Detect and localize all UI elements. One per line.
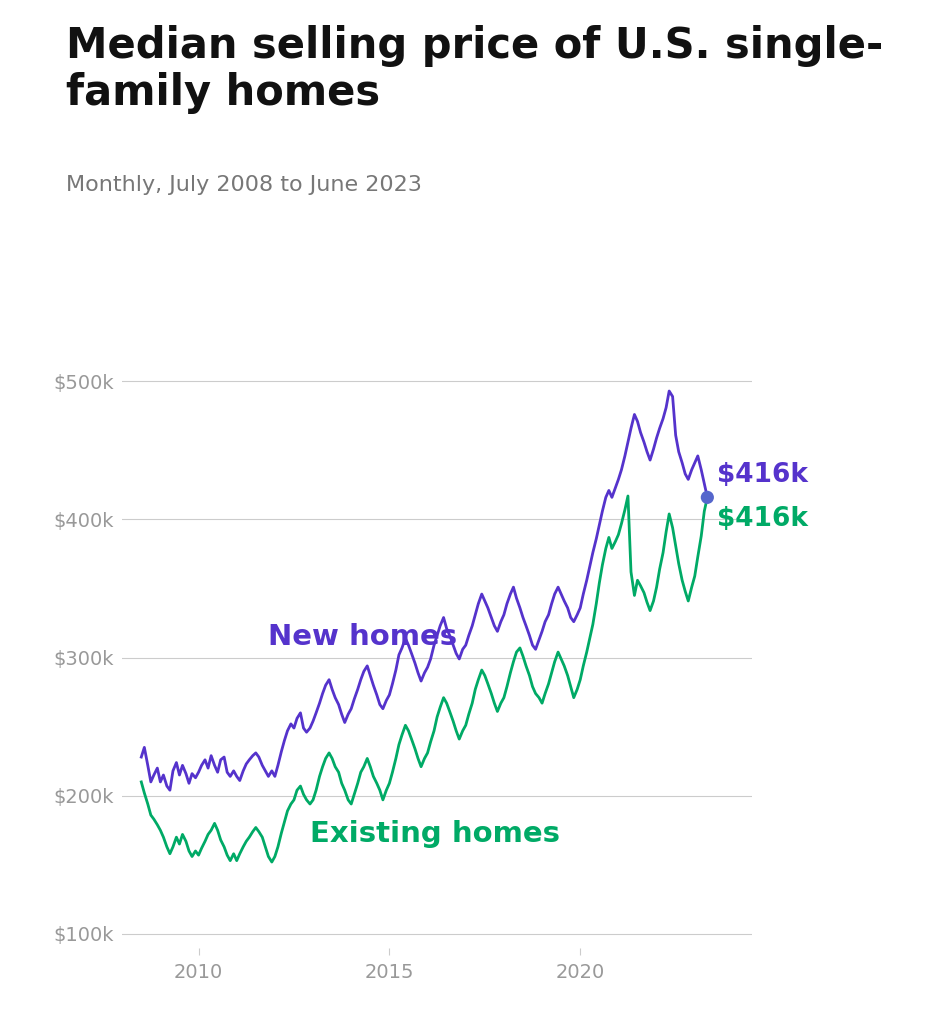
Point [699, 489, 714, 505]
Text: $416k: $416k [717, 463, 807, 488]
Text: New homes: New homes [268, 623, 457, 651]
Text: Existing homes: Existing homes [310, 820, 560, 849]
Text: Monthly, July 2008 to June 2023: Monthly, July 2008 to June 2023 [66, 175, 422, 196]
Text: $416k: $416k [717, 506, 807, 533]
Text: Median selling price of U.S. single-
family homes: Median selling price of U.S. single- fam… [66, 25, 883, 114]
